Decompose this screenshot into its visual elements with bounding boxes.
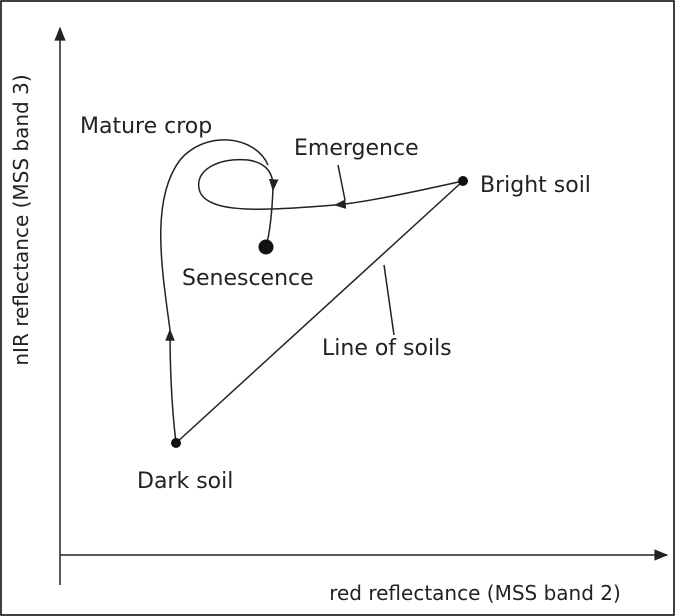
dark-soil-point [171,438,181,448]
growth-path [160,139,269,331]
node-label: Bright soil [480,173,591,198]
node-label: Dark soil [137,469,233,494]
node-label: Emergence [294,136,419,161]
soil-line [175,180,464,444]
x-axis-label: red reflectance (MSS band 2) [329,581,621,605]
senescence-path [265,187,274,248]
leader [383,264,395,336]
growth-arrow [165,328,177,444]
senescence-point [258,239,274,255]
emergence-arrow [333,180,464,209]
y-axis-label: nIR reflectance (MSS band 3) [9,74,33,365]
node-label: Mature crop [80,114,212,139]
node-label: Senescence [182,266,314,291]
leader [337,164,346,201]
node-label: Line of soils [322,336,452,361]
loop [197,158,336,210]
bright-soil-point [458,176,468,186]
